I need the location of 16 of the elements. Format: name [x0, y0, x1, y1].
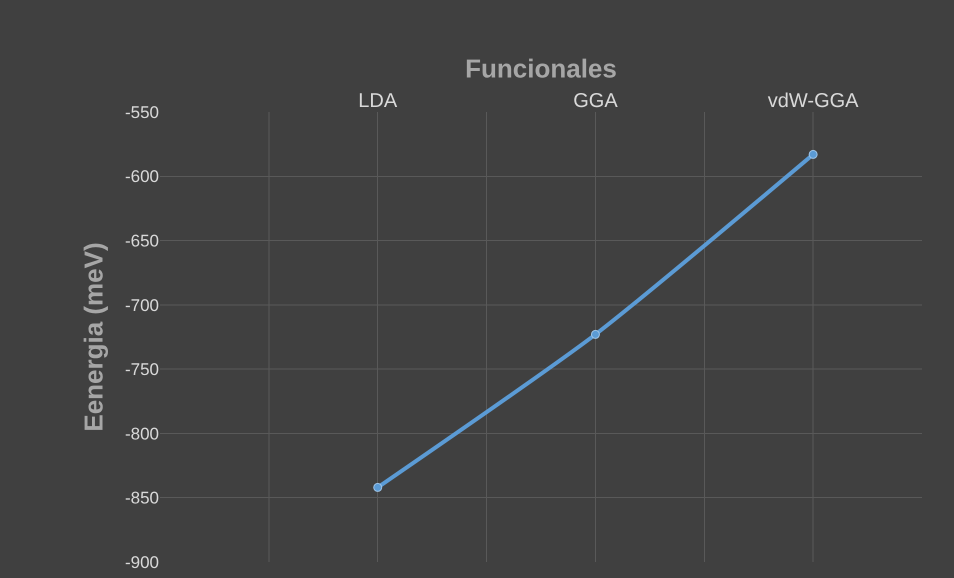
y-tick-label: -700	[124, 296, 159, 315]
point	[808, 150, 818, 159]
y-tick-label: -800	[124, 424, 159, 444]
y-tick-label: -600	[124, 167, 159, 186]
y-tick-label: -900	[124, 552, 159, 572]
y-tick-label: -750	[124, 360, 159, 380]
y-tick-label: -850	[124, 488, 159, 508]
x-tick-label: vdW-GGA	[768, 90, 860, 112]
y-axis-title: Eenergia (meV)	[78, 242, 108, 432]
y-tick-label: -650	[124, 232, 159, 251]
x-axis-title: Funcionales	[465, 53, 617, 84]
x-tick-label: LDA	[358, 90, 398, 112]
point	[373, 482, 382, 492]
x-tick-label: GGA	[573, 90, 618, 112]
point	[590, 330, 600, 339]
y-tick-label: -550	[124, 102, 159, 122]
